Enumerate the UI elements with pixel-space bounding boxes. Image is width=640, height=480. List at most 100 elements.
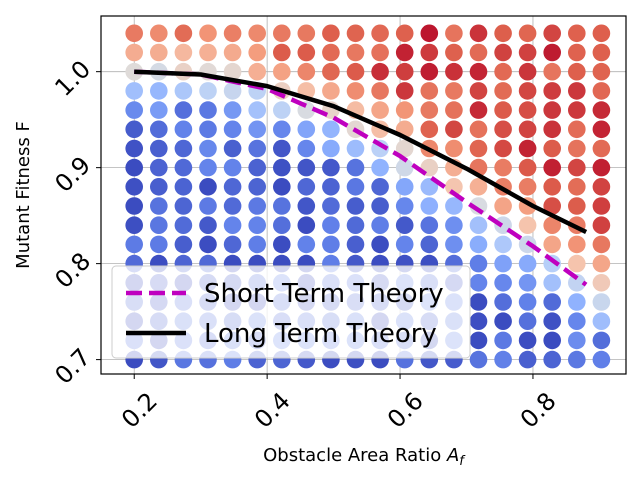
- data-point: [518, 120, 537, 139]
- data-point: [518, 82, 537, 100]
- x-axis-label-subscript: f: [459, 454, 466, 469]
- data-point: [322, 197, 340, 215]
- data-point: [494, 139, 512, 158]
- data-point: [592, 43, 611, 62]
- data-point: [494, 101, 512, 119]
- data-point: [346, 235, 365, 254]
- data-point: [199, 178, 217, 196]
- data-point: [322, 82, 340, 100]
- data-point: [125, 178, 143, 196]
- data-point: [223, 82, 242, 100]
- data-point: [223, 24, 242, 43]
- data-point: [445, 62, 463, 81]
- data-point: [199, 24, 217, 43]
- data-point: [518, 62, 537, 81]
- data-point: [223, 43, 242, 62]
- data-point: [199, 235, 217, 254]
- data-point: [125, 43, 143, 62]
- data-point: [346, 178, 365, 196]
- data-point: [297, 120, 316, 139]
- data-point: [494, 254, 512, 273]
- data-point: [592, 178, 611, 196]
- data-point: [494, 293, 512, 311]
- data-point: [568, 312, 586, 331]
- data-point: [420, 197, 439, 215]
- data-point: [174, 82, 193, 100]
- data-point: [592, 120, 611, 139]
- data-point: [469, 312, 488, 331]
- data-point: [469, 293, 488, 311]
- data-point: [445, 235, 463, 254]
- data-point: [543, 82, 561, 100]
- data-point: [494, 350, 512, 369]
- data-point: [494, 197, 512, 215]
- data-point: [543, 158, 561, 177]
- data-point: [125, 24, 143, 43]
- data-point: [592, 197, 611, 215]
- data-point: [174, 101, 193, 119]
- data-point: [494, 158, 512, 177]
- data-point: [199, 101, 217, 119]
- data-point: [395, 178, 414, 196]
- data-point: [199, 43, 217, 62]
- data-point: [199, 120, 217, 139]
- data-point: [150, 178, 168, 196]
- data-point: [322, 43, 340, 62]
- data-point: [568, 197, 586, 215]
- data-point: [371, 178, 389, 196]
- data-point: [346, 139, 365, 158]
- data-point: [322, 158, 340, 177]
- data-point: [469, 120, 488, 139]
- data-point: [494, 62, 512, 81]
- data-point: [125, 158, 143, 177]
- data-point: [543, 43, 561, 62]
- data-point: [469, 216, 488, 234]
- data-point: [346, 43, 365, 62]
- data-point: [420, 24, 439, 43]
- data-point: [518, 293, 537, 311]
- data-point: [273, 101, 291, 119]
- data-point: [592, 158, 611, 177]
- data-point: [469, 62, 488, 81]
- data-point: [297, 178, 316, 196]
- data-point: [150, 216, 168, 234]
- data-point: [174, 158, 193, 177]
- data-point: [494, 24, 512, 43]
- data-point: [395, 82, 414, 100]
- data-point: [568, 101, 586, 119]
- data-point: [420, 82, 439, 100]
- data-point: [518, 178, 537, 196]
- data-point: [469, 235, 488, 254]
- data-point: [543, 331, 561, 350]
- data-point: [469, 82, 488, 100]
- data-point: [322, 24, 340, 43]
- data-point: [273, 158, 291, 177]
- data-point: [297, 158, 316, 177]
- data-point: [543, 235, 561, 254]
- data-point: [445, 43, 463, 62]
- data-point: [174, 235, 193, 254]
- data-point: [346, 216, 365, 234]
- data-point: [420, 235, 439, 254]
- data-point: [248, 43, 266, 62]
- data-point: [199, 82, 217, 100]
- data-point: [150, 101, 168, 119]
- data-point: [568, 350, 586, 369]
- data-point: [543, 120, 561, 139]
- data-point: [518, 101, 537, 119]
- data-point: [568, 62, 586, 81]
- data-point: [174, 120, 193, 139]
- data-point: [518, 274, 537, 292]
- data-point: [346, 24, 365, 43]
- data-point: [273, 139, 291, 158]
- data-point: [518, 350, 537, 369]
- data-point: [592, 216, 611, 234]
- data-point: [420, 216, 439, 234]
- data-point: [346, 158, 365, 177]
- data-point: [395, 235, 414, 254]
- data-point: [518, 158, 537, 177]
- data-point: [297, 24, 316, 43]
- data-point: [125, 82, 143, 100]
- data-point: [248, 24, 266, 43]
- data-point: [395, 216, 414, 234]
